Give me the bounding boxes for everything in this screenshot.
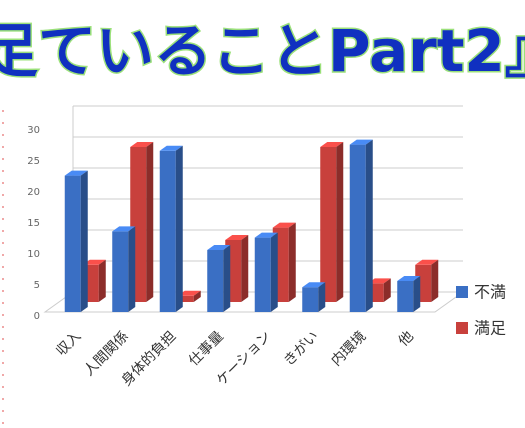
bar-top	[82, 259, 106, 265]
bar-side	[80, 170, 88, 312]
bar-front	[254, 237, 271, 312]
bar-top	[112, 226, 136, 232]
bar-top	[225, 235, 249, 240]
bar	[349, 139, 373, 312]
slide-title: 足ていることPart2』	[0, 17, 525, 85]
legend-label: 不満	[474, 283, 506, 302]
bar-top	[415, 259, 439, 265]
bar-front	[320, 147, 337, 302]
bar	[254, 232, 278, 312]
bar-side	[431, 259, 439, 302]
bar-side	[146, 142, 154, 302]
bar-side	[413, 276, 421, 312]
bar-side	[223, 245, 231, 312]
bar-top	[207, 245, 231, 250]
bar-side	[128, 226, 136, 312]
bar-front	[349, 144, 366, 312]
bar	[177, 290, 201, 302]
bar-top	[159, 145, 183, 151]
y-tick-label: 15	[27, 218, 40, 229]
bar-side	[365, 139, 373, 312]
bar-top	[254, 232, 278, 238]
bar-top	[302, 282, 326, 288]
bar	[112, 226, 136, 312]
bar-front	[207, 250, 224, 312]
bar-front	[177, 295, 194, 302]
bar-side	[383, 278, 391, 302]
legend-swatch	[456, 286, 468, 298]
bar-side	[336, 142, 344, 302]
bar-side	[241, 235, 249, 302]
bar-top	[64, 170, 88, 176]
bar	[159, 145, 183, 312]
bar-side	[98, 259, 106, 302]
bar-top	[367, 278, 391, 284]
bar-side	[318, 282, 326, 312]
y-tick-label: 30	[27, 125, 40, 136]
bar-front	[397, 281, 414, 312]
y-tick-label: 5	[34, 280, 40, 291]
bar-top	[397, 276, 421, 281]
y-tick-label: 25	[27, 156, 40, 167]
bar	[207, 245, 231, 312]
bar-side	[288, 222, 296, 302]
bar-front	[302, 287, 319, 312]
y-tick-label: 10	[27, 249, 40, 260]
bar-front	[112, 231, 129, 312]
bar-side	[270, 232, 278, 312]
y-tick-label: 20	[27, 187, 40, 198]
bar-front	[64, 175, 81, 312]
bar-side	[175, 145, 183, 312]
bar-top	[349, 139, 373, 145]
legend-swatch	[456, 322, 468, 334]
bar-top	[130, 142, 154, 147]
bar-top	[177, 290, 201, 296]
y-tick-label: 0	[34, 311, 40, 322]
bar-front	[159, 150, 176, 312]
bar-top	[272, 222, 296, 228]
bar-top	[320, 142, 344, 147]
bar	[302, 282, 326, 312]
bar	[397, 276, 421, 312]
bar	[64, 170, 88, 312]
legend-label: 満足	[474, 319, 506, 338]
bar	[320, 142, 344, 302]
bar-side	[193, 290, 201, 302]
